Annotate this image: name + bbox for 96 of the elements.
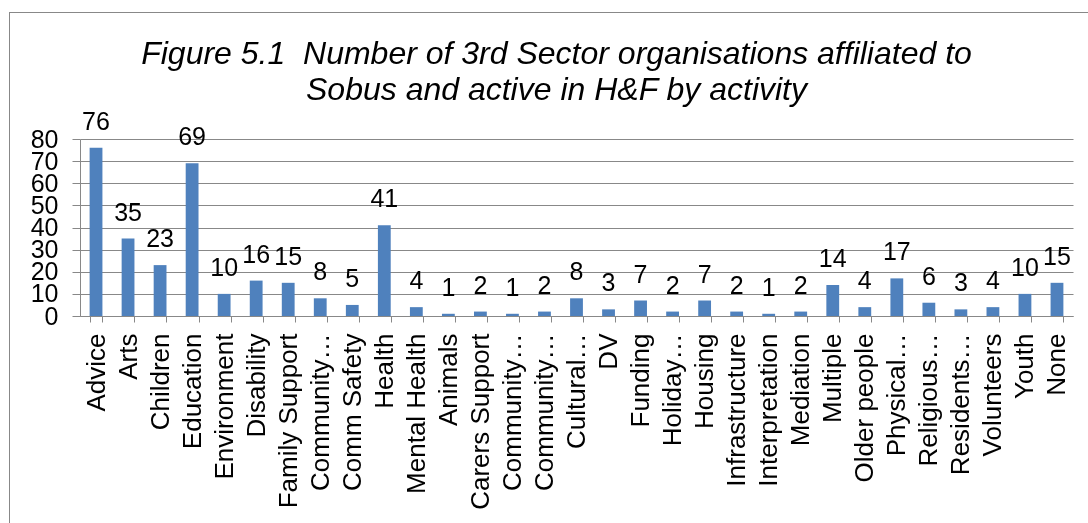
x-tick-label: Arts (112, 333, 143, 380)
x-tick-label: Comm Safety (336, 333, 367, 491)
bar (538, 311, 551, 316)
data-label: 7 (697, 259, 712, 288)
x-tick-label: Cultural… (561, 333, 591, 450)
chart-title: Figure 5.1 Number of 3rd Sector organisations affiliated to Sobus and active in H&F by activity (141, 34, 972, 107)
data-label: 41 (370, 184, 399, 213)
bar (474, 311, 487, 316)
x-tick-label: Education (176, 333, 207, 450)
bar (377, 225, 391, 316)
data-label: 35 (114, 197, 142, 226)
x-tick-label: Physical… (881, 333, 912, 457)
data-label: 15 (1043, 241, 1071, 270)
bar (506, 313, 519, 316)
data-label: 2 (537, 270, 552, 299)
x-tick-label: Advice (80, 333, 111, 412)
data-label: 2 (473, 270, 488, 299)
bar (249, 280, 263, 316)
bar (345, 304, 359, 316)
bar (762, 313, 776, 316)
x-tick-label: Community… (304, 333, 335, 491)
x-tick-label: Animals (432, 333, 463, 426)
bar (922, 302, 936, 316)
x-tick-label: Youth (1009, 333, 1040, 400)
x-tick-label: Older people (849, 333, 880, 483)
bar (313, 298, 327, 316)
x-tick-label: Health (368, 333, 399, 409)
x-tick-label: DV (593, 332, 624, 370)
data-label: 1 (761, 272, 776, 301)
bar (89, 147, 103, 316)
x-tick-label: Community… (528, 333, 559, 491)
x-tick-label: Carers Support (464, 332, 495, 510)
data-label: 5 (345, 263, 360, 292)
x-tick-label: Family Support (272, 332, 303, 509)
data-label: 17 (882, 237, 911, 266)
bar (730, 311, 744, 316)
data-label: 4 (985, 266, 1000, 295)
x-tick-label: Holiday… (657, 333, 688, 447)
data-label: 4 (409, 266, 424, 295)
bar (153, 265, 167, 316)
data-label: 10 (210, 252, 239, 281)
bar (217, 293, 231, 316)
x-tick-label: Interpretation (753, 333, 784, 487)
x-tick-label: Residents… (945, 333, 976, 476)
x-tick-label: Disability (240, 333, 271, 438)
data-label: 2 (729, 270, 744, 299)
bar (1018, 293, 1032, 316)
x-tick-label: Funding (625, 333, 656, 428)
data-label: 14 (818, 244, 847, 273)
data-label: 1 (441, 272, 456, 301)
x-tick-label: Multiple (817, 333, 848, 424)
data-label: 7 (633, 259, 648, 288)
data-label: 23 (146, 224, 174, 253)
data-label: 1 (505, 272, 520, 301)
y-tick-label: 40 (30, 213, 59, 241)
y-tick-label: 80 (30, 124, 59, 153)
bar (441, 313, 455, 316)
bar (890, 278, 904, 316)
data-label: 6 (921, 261, 936, 290)
x-tick-label: None (1041, 333, 1072, 396)
bar (570, 298, 583, 316)
data-label: 8 (569, 257, 584, 286)
data-label: 3 (953, 268, 968, 297)
data-label: 15 (274, 241, 303, 270)
x-tick-label: Environment (208, 332, 239, 480)
x-tick-label: Religious… (913, 333, 944, 467)
data-label: 76 (82, 106, 110, 135)
x-tick-label: Mediation (785, 333, 816, 447)
x-tick-label: Mental Health (400, 333, 431, 494)
bar (954, 309, 968, 316)
bar (281, 282, 295, 316)
data-label: 2 (793, 270, 808, 299)
data-label: 2 (665, 270, 680, 299)
bar (121, 238, 135, 316)
bar (986, 307, 1000, 316)
x-tick-label: Children (144, 333, 175, 431)
bar (826, 285, 840, 316)
data-label: 10 (1011, 252, 1039, 281)
bar (698, 300, 712, 316)
bar (634, 300, 647, 316)
data-label: 69 (178, 122, 207, 151)
data-label: 3 (601, 268, 616, 297)
x-tick-label: Housing (689, 333, 720, 429)
x-tick-label: Volunteers (977, 333, 1008, 457)
x-tick-label: Community… (496, 333, 527, 491)
data-label: 8 (313, 257, 328, 286)
bar (1050, 282, 1064, 316)
bar (794, 311, 808, 316)
data-label: 4 (857, 266, 872, 295)
bar (185, 163, 199, 316)
bar (666, 311, 679, 316)
x-tick-label: Infrastructure (721, 333, 752, 487)
bar (602, 309, 615, 316)
bar (409, 307, 423, 316)
data-label: 16 (242, 239, 271, 268)
bar (858, 307, 872, 316)
